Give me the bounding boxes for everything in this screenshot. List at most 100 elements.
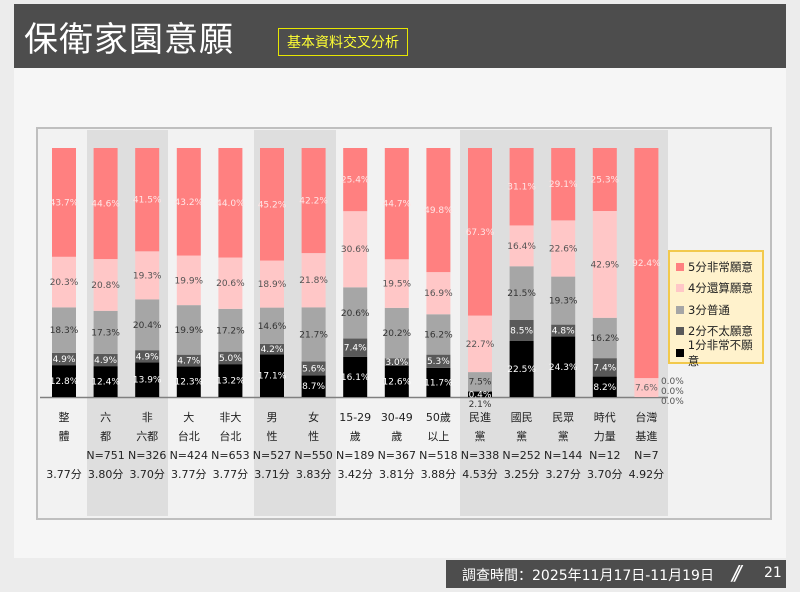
category-label-line1: 整 [59,410,70,424]
category-label-line1: 六 [100,411,111,424]
bar-segment [468,315,492,373]
bar-segment [509,340,534,397]
data-label: 44.0% [216,199,245,209]
legend-swatch [676,284,684,293]
sample-size-label: N=518 [419,449,457,462]
bar-segment [301,307,326,362]
sample-size-label: N=367 [378,449,416,462]
bar-segment [384,259,409,308]
data-label: 20.4% [133,321,162,331]
bar-segment [93,310,118,354]
bar-segment [343,148,368,212]
data-label: 4.2% [261,345,284,355]
bar-segment [260,307,284,344]
data-label: 19.9% [175,276,204,286]
bar-segment [592,317,617,359]
sample-size-label: N=189 [336,449,374,462]
bar-segment [509,148,534,226]
data-label: 12.4% [91,378,120,388]
data-label: 12.8% [50,377,79,387]
data-label: 22.7% [466,340,495,350]
bar-segment [551,336,576,397]
sample-size-label: N=7 [634,449,658,462]
bar-segment [260,148,284,261]
data-label: 18.9% [258,280,287,290]
category-label-line1: 台灣 [635,410,657,424]
data-label: 21.7% [299,330,328,340]
data-label: 42.9% [591,260,620,270]
data-label: 13.9% [133,376,162,386]
data-label: 25.4% [341,176,370,186]
bar-segment [468,391,492,397]
data-label: 24.3% [549,363,578,373]
bar-segment [301,148,326,254]
bar-segment [551,148,576,221]
data-label: 43.2% [175,198,204,208]
legend-swatch [676,327,684,336]
bar-segment [135,148,160,252]
data-label: 0.0% [661,377,684,387]
category-label-line2: 黨 [475,429,486,443]
mean-score-label: 4.92分 [629,468,665,481]
legend-item-4: 4分還算願意 [676,278,762,300]
data-label: 41.5% [133,196,162,206]
category-label-line2: 基進 [635,430,657,443]
bar-segment [52,256,76,308]
bar-segment [592,148,617,211]
sample-size-label: N=12 [589,449,620,462]
sample-size-label: N=527 [253,449,291,462]
data-label: 17.3% [91,328,120,338]
data-label: 22.6% [549,244,578,254]
data-label: 29.1% [549,180,578,190]
bar-segment [176,354,201,367]
legend-swatch [676,305,684,314]
sample-size-label: N=751 [86,449,124,462]
sample-size-label: N=326 [128,449,166,462]
bar-segment [551,276,576,325]
data-label: 4.9% [94,356,117,366]
chart-legend: 5分非常願意 4分還算願意 3分普通 2分不太願意 1分非常不願意 [668,250,764,368]
mean-score-label: 4.53分 [462,468,498,481]
bar-segment [135,362,160,397]
bar-segment [509,319,534,341]
bar-segment [343,338,368,357]
category-label-line2: 性 [308,429,319,443]
bar-segment [384,148,409,260]
category-label-line1: 女 [308,410,319,424]
data-label: 19.3% [549,297,578,307]
bar-segment [634,378,659,397]
footer-bar: 調查時間：2025年11月17日-11月19日 // 21 [446,560,786,588]
bar-segment [343,287,368,339]
data-label: 4.7% [177,357,200,367]
category-label-line2: 黨 [558,429,569,443]
data-label: 16.9% [424,289,453,299]
bar-segment [426,148,451,273]
bar-segment [135,299,160,351]
mean-score-label: 3.77分 [46,468,82,481]
mean-score-label: 3.70分 [129,468,165,481]
legend-label: 3分普通 [688,302,730,317]
data-label: 7.4% [344,344,367,354]
bar-segment [634,148,659,379]
bar-segment [93,353,118,367]
data-label: 42.2% [299,197,328,207]
data-label: 4.9% [53,355,76,365]
data-label: 0.4% [469,390,492,400]
sample-size-label: N=424 [170,449,208,462]
data-label: 14.6% [258,322,287,332]
data-label: 11.7% [424,378,453,388]
bar-segment [592,358,617,377]
data-label: 20.8% [91,281,120,291]
legend-label: 1分非常不願意 [687,337,753,368]
bar-segment [592,210,617,318]
bar-segment [551,220,576,277]
bar-segment [52,148,76,257]
bar-segment [52,307,76,353]
bar-segment [176,305,201,355]
data-label: 17.1% [258,372,287,382]
data-label: 19.5% [383,280,412,290]
legend-label: 5分非常願意 [688,259,753,274]
category-label-line2: 體 [59,430,70,443]
category-label-line2: 歲 [391,429,402,443]
sample-size-label: N=550 [294,449,332,462]
